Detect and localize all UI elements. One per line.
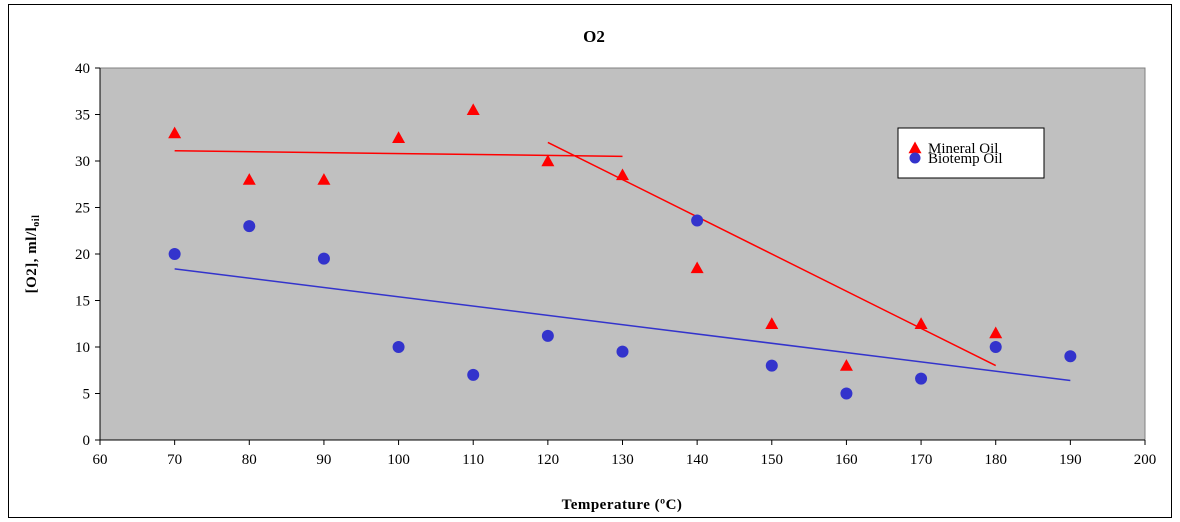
biotemp-oil-point xyxy=(915,372,928,385)
mineral-oil-point xyxy=(168,126,182,139)
y-tick-label: 5 xyxy=(83,387,91,403)
y-tick-label: 15 xyxy=(75,294,90,310)
y-tick-label: 40 xyxy=(75,61,90,77)
mineral-oil-point xyxy=(989,326,1003,339)
biotemp-oil-point xyxy=(616,345,629,358)
data-markers xyxy=(168,103,1077,400)
y-axis-title: [O2], ml/loil xyxy=(24,215,42,294)
legend-circle-marker xyxy=(909,152,921,164)
legend-item-mineral-oil: Mineral Oil xyxy=(908,141,998,157)
y-tick-label: 20 xyxy=(75,247,90,263)
x-tick-label: 150 xyxy=(761,452,784,468)
x-tick-label: 170 xyxy=(910,452,933,468)
biotemp-oil-point xyxy=(541,329,554,342)
legend-item-biotemp-oil: Biotemp Oil xyxy=(909,151,1003,167)
biotemp-oil-point xyxy=(1064,350,1077,363)
y-tick-label: 0 xyxy=(83,433,91,449)
biotemp-oil-point xyxy=(392,341,405,353)
legend: Mineral Oil Biotemp Oil xyxy=(897,127,1045,179)
y-tick-label: 35 xyxy=(75,108,90,124)
biotemp-oil-point xyxy=(691,214,704,227)
y-tick-label: 25 xyxy=(75,201,90,217)
x-tick-label: 130 xyxy=(611,452,634,468)
x-tick-label: 190 xyxy=(1059,452,1082,468)
x-tick-label: 160 xyxy=(835,452,858,468)
y-axis-title-sub: oil xyxy=(31,215,42,227)
biotemp-oil-point xyxy=(989,341,1002,353)
biotemp-oil-point xyxy=(168,248,181,260)
mineral-oil-point xyxy=(839,359,853,371)
x-tick-label: 80 xyxy=(242,452,257,468)
x-tick-label: 90 xyxy=(316,452,331,468)
biotemp-oil-point xyxy=(840,387,853,400)
x-tick-label: 60 xyxy=(93,452,108,468)
x-tick-label: 180 xyxy=(984,452,1007,468)
x-tick-label: 100 xyxy=(387,452,410,468)
trend-line xyxy=(174,268,1071,382)
x-axis-title: Temperature (ºC) xyxy=(562,497,683,513)
biotemp-oil-point xyxy=(765,359,778,372)
biotemp-oil-point xyxy=(317,252,330,265)
plot-area xyxy=(99,67,1146,441)
x-tick-label: 120 xyxy=(537,452,560,468)
legend-label-biotemp-oil: Biotemp Oil xyxy=(928,151,1003,167)
x-tick-label: 200 xyxy=(1134,452,1157,468)
mineral-oil-point xyxy=(466,103,480,116)
y-tick-label: 10 xyxy=(75,340,90,356)
y-axis-title-main: [O2], ml/l xyxy=(24,227,40,294)
legend-box xyxy=(897,127,1045,179)
legend-label-mineral-oil: Mineral Oil xyxy=(928,141,998,157)
chart-title: O2 xyxy=(583,27,605,46)
mineral-oil-point xyxy=(914,317,928,329)
tick-marks xyxy=(95,67,1146,445)
x-tick-labels: 60 70 80 90 100 110 120 130 140 150 160 170 180 190 20… xyxy=(93,452,1157,468)
mineral-oil-point xyxy=(392,131,406,143)
mineral-oil-point xyxy=(690,261,704,274)
x-tick-label: 140 xyxy=(686,452,709,468)
mineral-oil-point xyxy=(317,173,331,185)
mineral-oil-point xyxy=(242,173,256,185)
legend-triangle-marker xyxy=(908,141,922,154)
y-tick-label: 30 xyxy=(75,154,90,170)
mineral-oil-point xyxy=(765,317,779,329)
biotemp-oil-point xyxy=(243,220,256,233)
mineral-oil-point xyxy=(541,154,555,167)
x-tick-label: 70 xyxy=(167,452,182,468)
biotemp-oil-point xyxy=(467,368,480,381)
x-tick-label: 110 xyxy=(462,452,484,468)
y-tick-labels: 0 5 10 15 20 25 30 35 40 xyxy=(75,61,90,449)
mineral-oil-point xyxy=(616,168,629,181)
